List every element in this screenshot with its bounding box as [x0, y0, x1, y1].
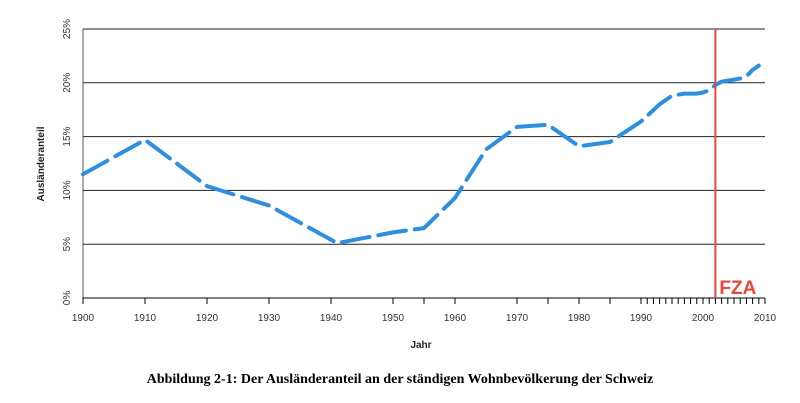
figure-caption: Abbildung 2-1: Der Ausländeranteil an de…: [146, 372, 654, 387]
x-tick-label: 2010: [754, 313, 777, 324]
gridlines: [83, 28, 765, 299]
x-tick-label: 1970: [506, 313, 529, 324]
line-chart: 0% 5% 10% 15% 20% 25% 1900 1910 1920 1930 1940 195…: [36, 19, 777, 351]
x-tick-labels: 1900 1910 1920 1930 1940 1950 1960 1970 1980 1990…: [72, 313, 777, 324]
annotations: FZA: [714, 29, 757, 299]
x-tick-label: 1950: [382, 313, 405, 324]
y-tick-label: 10%: [62, 180, 73, 200]
x-tick-label: 1990: [630, 313, 653, 324]
y-tick-label: 25%: [62, 19, 73, 39]
series-line: [81, 63, 761, 246]
x-tick-label: 2000: [692, 313, 715, 324]
axes: [82, 29, 766, 304]
x-tick-label: 1920: [196, 313, 219, 324]
y-tick-labels: 0% 5% 10% 15% 20% 25%: [62, 19, 73, 305]
x-tick-label: 1900: [72, 313, 95, 324]
y-tick-label: 0%: [62, 291, 73, 306]
y-tick-label: 20%: [62, 73, 73, 93]
y-tick-label: 5%: [62, 237, 73, 252]
x-tick-label: 1940: [320, 313, 343, 324]
x-tick-label: 1930: [258, 313, 281, 324]
series: [81, 63, 761, 246]
x-tick-label: 1960: [444, 313, 467, 324]
y-tick-label: 15%: [62, 126, 73, 146]
x-tick-label: 1910: [134, 313, 157, 324]
x-axis-title: Jahr: [410, 340, 431, 351]
x-tick-label: 1980: [568, 313, 591, 324]
y-axis-title: Ausländeranteil: [36, 126, 47, 201]
annotation-label: FZA: [719, 278, 756, 299]
